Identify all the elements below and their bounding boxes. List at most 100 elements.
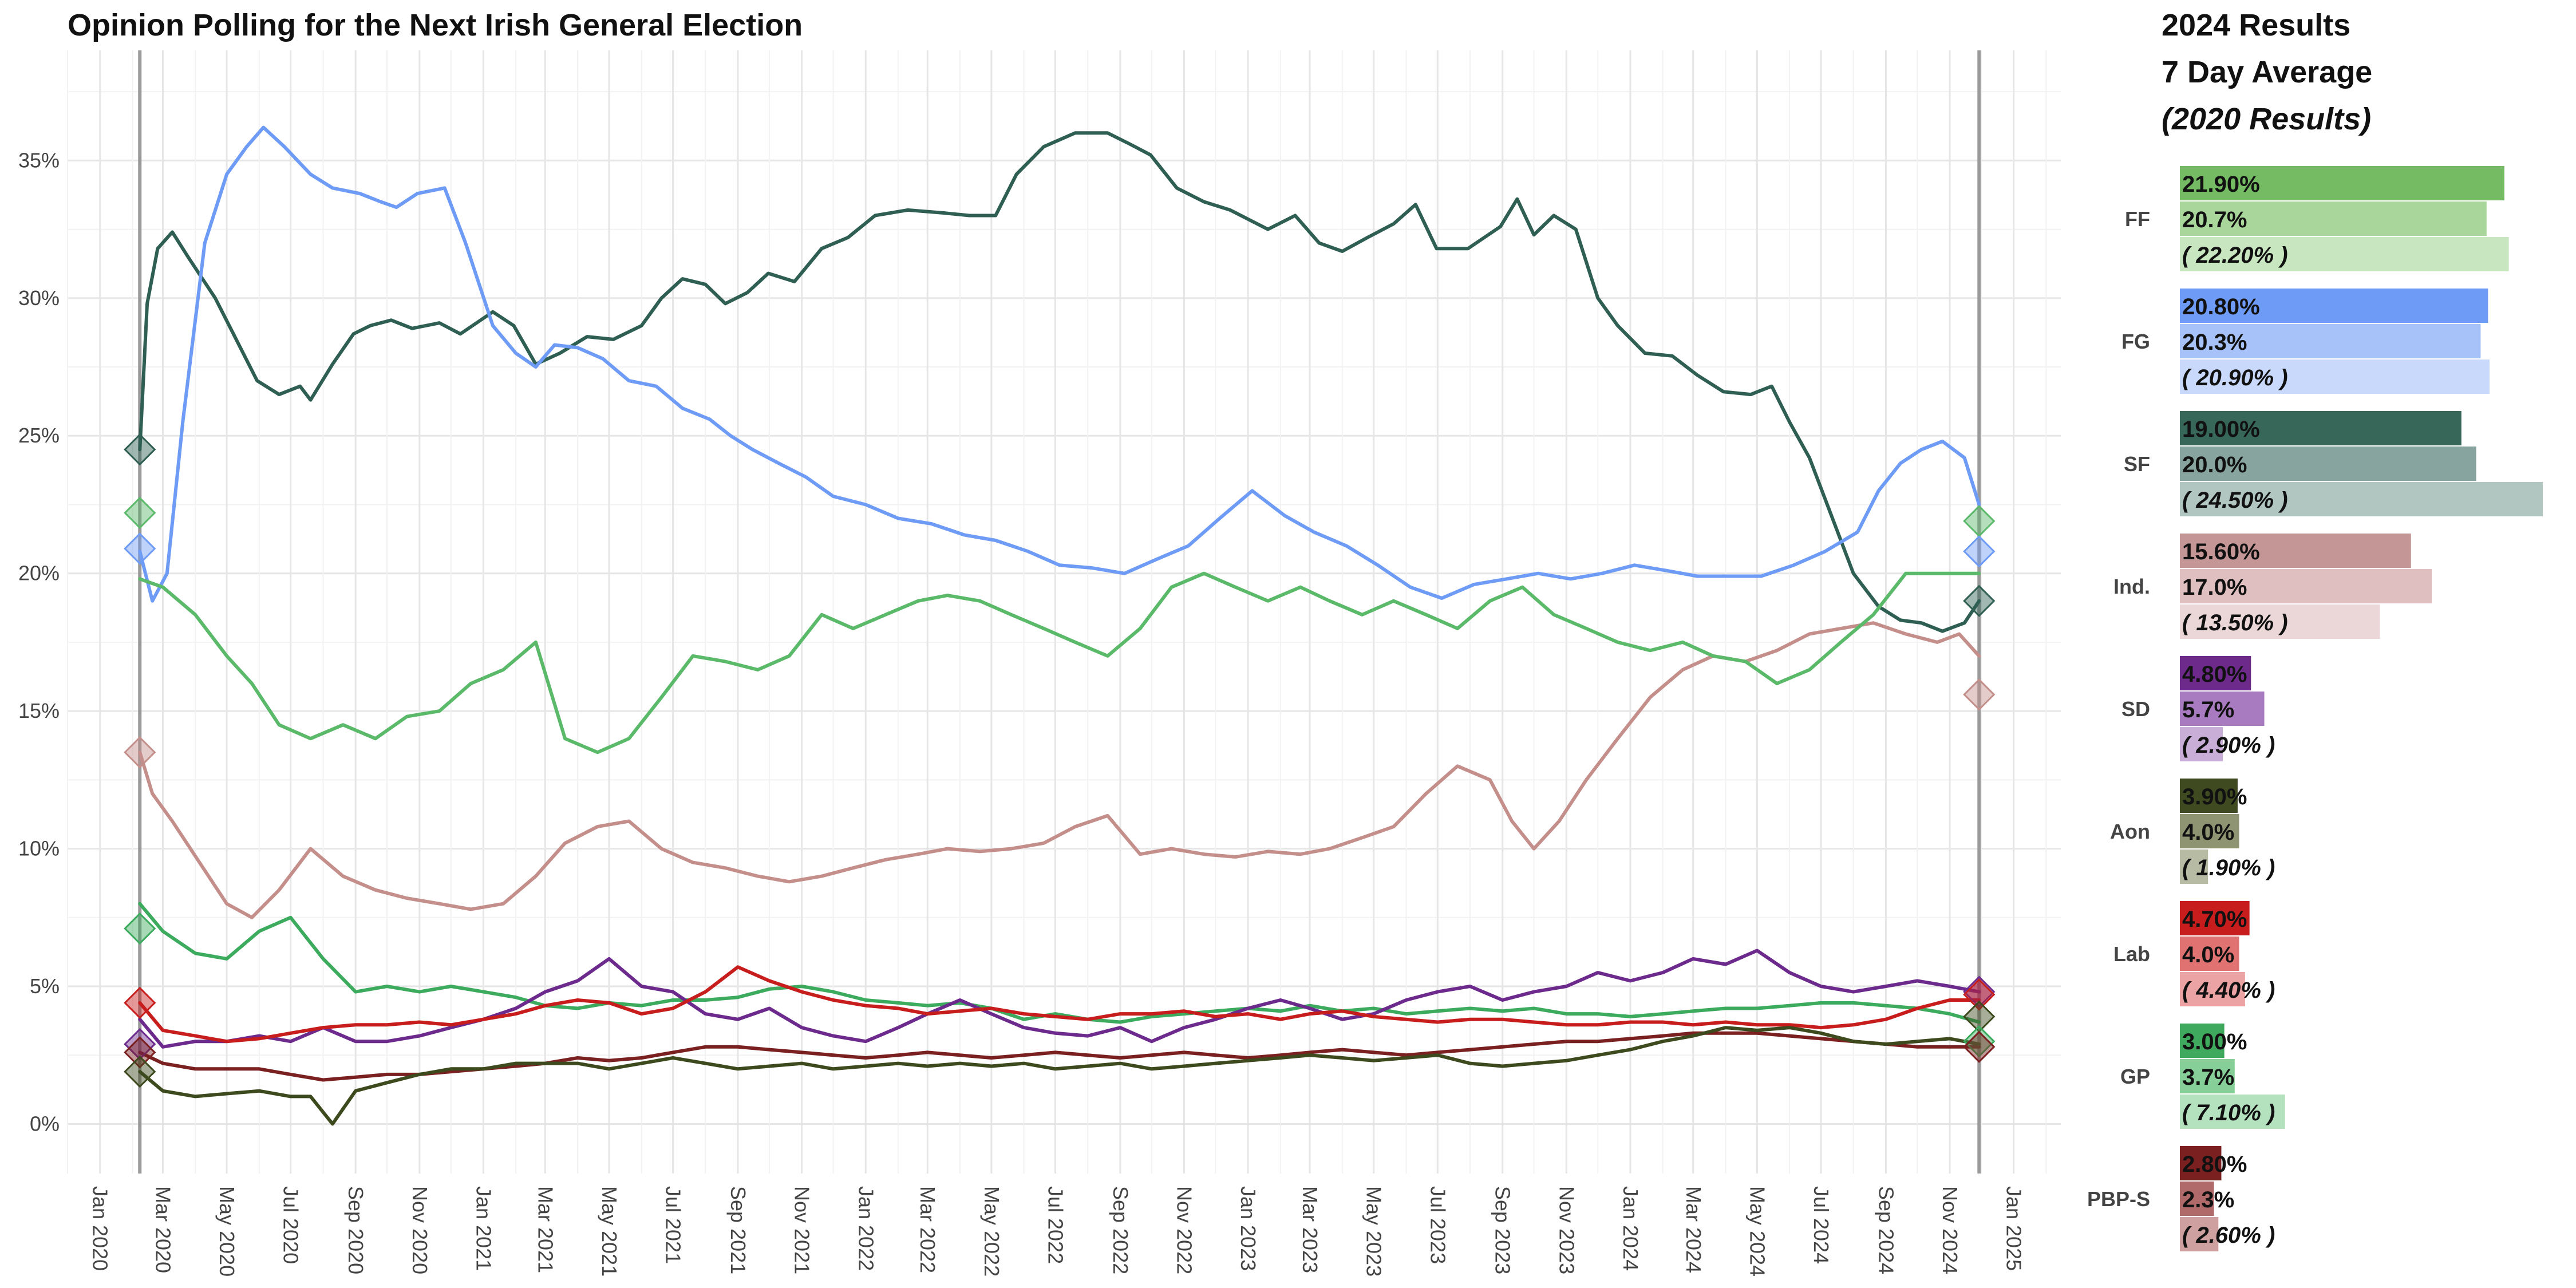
party-label-pbp-s: PBP-S — [2087, 1187, 2150, 1211]
y-tick-label: 30% — [18, 286, 60, 310]
party-label-aon: Aon — [2110, 820, 2150, 843]
bar-2020-label: ( 4.40% ) — [2182, 978, 2275, 1003]
y-tick-label: 0% — [30, 1112, 60, 1135]
x-tick-label: Jan 2023 — [1236, 1186, 1260, 1271]
bar-2024-pbp-s — [2180, 1146, 2222, 1180]
x-tick-label: Sep 2022 — [1109, 1186, 1132, 1274]
bar-avg7-label: 20.3% — [2182, 330, 2247, 355]
bar-2020-label: ( 22.20% ) — [2182, 243, 2288, 268]
x-tick-label: Nov 2023 — [1555, 1186, 1578, 1274]
bar-2020-pbp-s — [2180, 1217, 2219, 1251]
marker-2024-gp — [1963, 1025, 1996, 1058]
bar-2020-ind — [2180, 605, 2380, 639]
y-tick-label: 5% — [30, 974, 60, 998]
bar-avg7-label: 4.0% — [2182, 942, 2234, 967]
bar-2020-aon — [2180, 850, 2208, 884]
x-tick-label: Mar 2020 — [152, 1186, 175, 1273]
chart-title: Opinion Polling for the Next Irish Gener… — [68, 8, 803, 42]
bar-avg7-fg — [2180, 324, 2481, 358]
party-label-fg: FG — [2121, 330, 2150, 353]
series-line-gp — [138, 571, 1981, 754]
bar-avg7-label: 20.0% — [2182, 452, 2247, 477]
bar-2020-label: ( 2.60% ) — [2182, 1223, 2275, 1248]
x-tick-label: Sep 2024 — [1874, 1186, 1898, 1274]
bar-avg7-gp — [2180, 1059, 2235, 1093]
bar-avg7-label: 17.0% — [2182, 575, 2247, 600]
bar-avg7-ind — [2180, 569, 2432, 603]
x-tick-label: Nov 2024 — [1938, 1186, 1962, 1274]
results-side-panel: 2024 Results 7 Day Average (2020 Results… — [2087, 8, 2543, 1251]
bar-2024-label: 20.80% — [2182, 294, 2260, 319]
series-line-lab — [138, 965, 1981, 1044]
x-tick-label: Sep 2023 — [1491, 1186, 1515, 1274]
series-line-gp2 — [138, 902, 1981, 1024]
x-tick-label: Nov 2020 — [408, 1186, 432, 1274]
y-axis-tick-labels: 0% 5% 10% 15% 20% 25% 30% 35% — [18, 148, 60, 1135]
series-lines — [138, 125, 1981, 1126]
bar-2020-label: ( 1.90% ) — [2182, 855, 2275, 880]
bar-2024-label: 4.80% — [2182, 662, 2247, 687]
bar-2020-fg — [2180, 359, 2490, 394]
bar-avg7-label: 4.0% — [2182, 820, 2234, 845]
side-title-average: 7 Day Average — [2162, 55, 2372, 89]
series-line-sd — [138, 949, 1981, 1049]
bar-2024-label: 19.00% — [2182, 417, 2260, 442]
bar-2024-label: 21.90% — [2182, 172, 2260, 197]
marker-2020-gp — [124, 912, 156, 945]
marker-2020-ind — [124, 736, 156, 769]
bar-avg7-ff — [2180, 202, 2487, 236]
x-tick-label: Jan 2025 — [2002, 1186, 2026, 1271]
x-tick-label: Nov 2022 — [1173, 1186, 1196, 1274]
x-tick-label: Jul 2023 — [1426, 1186, 1449, 1264]
marker-2024-pbp-s — [1963, 1030, 1996, 1063]
x-tick-label: May 2023 — [1362, 1186, 1386, 1277]
bar-2024-fg — [2180, 289, 2488, 323]
bar-2020-ff — [2180, 237, 2509, 271]
bar-2020-sf — [2180, 482, 2543, 516]
bar-2024-label: 4.70% — [2182, 907, 2247, 932]
marker-2024-ind — [1963, 678, 1996, 711]
bar-2020-gp — [2180, 1095, 2285, 1129]
bar-2020-label: ( 24.50% ) — [2182, 488, 2288, 513]
bar-2024-label: 3.90% — [2182, 784, 2247, 809]
x-tick-label: Mar 2022 — [916, 1186, 939, 1273]
x-tick-label: Nov 2021 — [791, 1186, 814, 1274]
bar-avg7-label: 20.7% — [2182, 207, 2247, 232]
bar-2024-sd — [2180, 656, 2251, 690]
party-label-sd: SD — [2121, 697, 2150, 721]
side-title-results: 2024 Results — [2162, 8, 2350, 42]
bar-2024-label: 3.00% — [2182, 1029, 2247, 1054]
series-line-pbp-s — [138, 1031, 1981, 1082]
x-tick-label: Jan 2021 — [472, 1186, 495, 1271]
bar-2020-sd — [2180, 727, 2223, 761]
plot-area: 0% 5% 10% 15% 20% 25% 30% 35% Jan 2020 Mar 2020 M… — [18, 50, 2061, 1277]
bar-2020-lab — [2180, 972, 2245, 1006]
marker-2024-lab — [1963, 978, 1996, 1011]
bar-2024-sf — [2180, 411, 2462, 445]
bar-avg7-label: 3.7% — [2182, 1065, 2234, 1090]
series-line-aon — [138, 1026, 1981, 1126]
x-tick-label: Mar 2024 — [1682, 1186, 1705, 1273]
bar-2020-label: ( 13.50% ) — [2182, 610, 2288, 635]
x-tick-label: May 2021 — [598, 1186, 621, 1277]
y-tick-label: 10% — [18, 837, 60, 860]
bar-2024-ff — [2180, 166, 2504, 200]
marker-2020-aon — [124, 1055, 156, 1088]
election-date-lines — [138, 50, 1981, 1174]
results-2024-markers — [1963, 505, 1996, 1063]
x-tick-label: May 2022 — [980, 1186, 1003, 1277]
bar-avg7-label: 2.3% — [2182, 1187, 2234, 1212]
y-tick-label: 35% — [18, 148, 60, 172]
x-tick-label: Sep 2020 — [344, 1186, 368, 1274]
side-bars: FF 21.90% 20.7% ( 22.20% ) FG 20.80% 20.3% ( 20… — [2087, 166, 2543, 1251]
x-tick-label: Jan 2020 — [89, 1186, 112, 1271]
x-tick-label: Jan 2022 — [854, 1186, 878, 1271]
x-tick-label: Jan 2024 — [1619, 1186, 1642, 1271]
bar-2024-lab — [2180, 901, 2250, 935]
x-tick-label: Sep 2021 — [726, 1186, 750, 1274]
party-label-sf: SF — [2124, 452, 2150, 476]
y-tick-label: 20% — [18, 562, 60, 585]
marker-2020-sf — [124, 433, 156, 466]
series-line-sf — [138, 131, 1981, 633]
bar-2020-label: ( 7.10% ) — [2182, 1100, 2275, 1125]
